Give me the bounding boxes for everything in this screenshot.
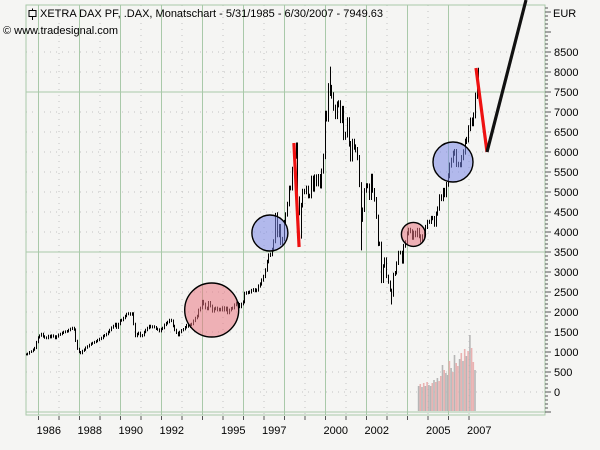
projected-correction-line [474, 67, 489, 153]
volume-bar [446, 375, 449, 411]
volume-bar [457, 366, 459, 411]
x-axis-tick-label: 2007 [467, 425, 491, 437]
projected-rally-line [485, 0, 528, 153]
x-axis-tick-label: 1990 [119, 425, 143, 437]
y-axis-tick-label: 5500 [554, 167, 578, 179]
x-axis-tick-label: 2002 [365, 425, 389, 437]
y-axis-tick-label: 2000 [554, 307, 578, 319]
volume-bar [438, 381, 440, 411]
consolidation-circle-1994 [183, 282, 240, 338]
volume-bar [417, 386, 420, 411]
grid-layer [25, 4, 546, 416]
y-axis-unit-label: EUR [553, 8, 576, 20]
volume-bar [470, 348, 473, 411]
volume-bar [453, 355, 456, 411]
y-axis-tick-label: 4500 [554, 207, 578, 219]
x-axis-tick-label: 1988 [78, 425, 102, 437]
volume-bar [462, 361, 464, 411]
y-axis-tick-label: 6500 [554, 127, 578, 139]
volume-bar [431, 383, 434, 411]
y-axis-tick-label: 6000 [554, 147, 578, 159]
volume-bar [429, 386, 432, 411]
y-axis-tick-label: 8500 [554, 47, 578, 59]
volume-bar [460, 353, 463, 411]
y-axis-tick-label: 7000 [554, 107, 578, 119]
x-axis-tick-label: 1995 [221, 425, 245, 437]
y-axis-tick-label: 1500 [554, 327, 578, 339]
consolidation-circle-1997 [251, 214, 289, 252]
volume-bar [436, 378, 439, 411]
y-axis-tick-label: 1000 [554, 347, 578, 359]
volume-bar [463, 349, 466, 411]
y-axis-tick-label: 0 [554, 387, 560, 399]
y-axis-tick-label: 4000 [554, 227, 578, 239]
x-axis-tick-label: 1997 [262, 425, 286, 437]
x-axis-tick-label: 1986 [37, 425, 61, 437]
annotation-layer [183, 0, 528, 338]
x-axis-tick-label: 2005 [426, 425, 450, 437]
volume-bar [448, 361, 451, 411]
y-axis-tick-label: 500 [554, 367, 572, 379]
volume-bar [428, 385, 430, 411]
crash-1998-marker-line [292, 142, 301, 248]
y-axis: 0 500 1000 1500 2000 2500 3000 3500 4000 4500 5000… [545, 7, 578, 413]
x-axis-tick-label: 1992 [160, 425, 184, 437]
volume-bar [441, 365, 444, 411]
volume-bar [440, 376, 442, 411]
volume-bar [434, 382, 437, 411]
y-axis-tick-label: 3000 [554, 267, 578, 279]
volume-bar [433, 380, 435, 411]
volume-bar [458, 359, 461, 411]
volume-bar [467, 351, 469, 411]
y-axis-tick-label: 7500 [554, 87, 578, 99]
pushpin-icon[interactable] [27, 8, 38, 21]
y-axis-tick-label: 3500 [554, 247, 578, 259]
volume-layer [417, 335, 476, 411]
volume-bar [445, 373, 447, 411]
volume-bar [422, 383, 425, 411]
volume-bar [452, 372, 454, 411]
chart-title: XETRA DAX PF, .DAX, Monatschart - 5/31/1… [40, 8, 384, 20]
plot-border [25, 4, 546, 416]
copyright-text[interactable]: © www.tradesignal.com [3, 25, 119, 37]
volume-bar [443, 370, 445, 411]
x-axis: 1986 1988 1990 1992 1995 1997 2000 2002 2005 2007 [37, 416, 491, 437]
y-axis-tick-label: 2500 [554, 287, 578, 299]
volume-bar [469, 335, 471, 411]
volume-bar [465, 356, 468, 411]
volume-bar [421, 387, 423, 411]
volume-bar [419, 384, 422, 411]
consolidation-circle-2006 [432, 141, 474, 183]
volume-bar [426, 382, 428, 411]
x-axis-tick-label: 2000 [324, 425, 348, 437]
volume-bar [472, 362, 475, 411]
volume-bar [474, 370, 476, 411]
y-axis-tick-label: 8000 [554, 67, 578, 79]
volume-bar [424, 386, 427, 411]
y-axis-tick-label: 5000 [554, 187, 578, 199]
volume-bar [450, 368, 452, 411]
volume-bar [455, 363, 457, 411]
consolidation-circle-2004 [400, 221, 427, 248]
